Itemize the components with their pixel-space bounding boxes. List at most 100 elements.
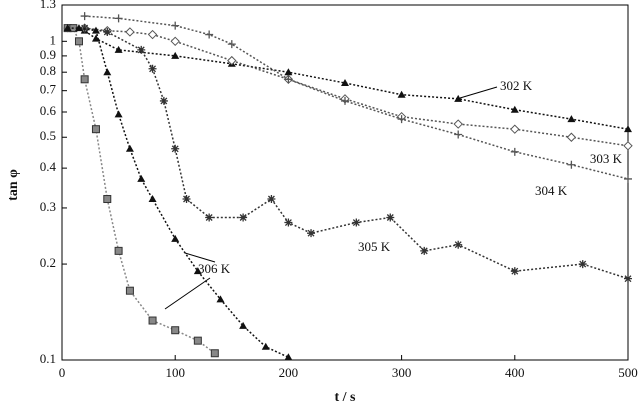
data-point <box>420 246 429 255</box>
series <box>69 24 632 133</box>
series-line <box>73 27 629 130</box>
data-point <box>567 115 576 123</box>
series <box>80 12 632 183</box>
data-point <box>227 40 236 49</box>
data-point <box>80 12 89 21</box>
annotation-arrows <box>164 86 498 310</box>
data-point <box>80 24 89 33</box>
series <box>63 24 632 283</box>
data-point <box>137 174 146 182</box>
annotation: 305 K <box>358 239 391 254</box>
x-tick-label: 0 <box>59 365 66 380</box>
data-point <box>341 96 349 105</box>
data-point <box>171 326 180 335</box>
x-tick-label: 300 <box>392 365 412 380</box>
data-point <box>193 267 202 275</box>
data-point <box>284 68 293 76</box>
x-tick-label: 100 <box>165 365 185 380</box>
y-tick-label: 1 <box>50 32 57 47</box>
data-point <box>148 195 157 203</box>
data-point <box>147 29 158 40</box>
y-tick-label: 0.4 <box>40 159 57 174</box>
data-point <box>91 34 100 42</box>
y-tick-label: 0.2 <box>40 255 56 270</box>
annotation: 304 K <box>535 183 568 198</box>
data-point <box>510 124 520 134</box>
data-point <box>284 218 293 227</box>
series-line <box>84 27 629 147</box>
data-point <box>148 316 157 325</box>
data-point <box>352 218 361 227</box>
data-point <box>91 26 100 34</box>
series-line <box>84 15 629 180</box>
data-point <box>171 21 180 30</box>
data-point <box>216 295 225 303</box>
series-line <box>67 27 289 358</box>
data-point <box>125 27 135 37</box>
series <box>79 23 633 151</box>
data-point <box>74 24 83 32</box>
data-point <box>171 51 180 59</box>
data-point <box>148 64 157 73</box>
data-point <box>239 321 248 329</box>
data-point <box>510 105 519 113</box>
data-point <box>284 75 293 84</box>
data-point <box>623 141 633 151</box>
data-point <box>397 115 406 124</box>
y-tick-label: 0.1 <box>40 351 56 366</box>
annotation: 303 K <box>590 151 623 166</box>
data-point <box>566 132 577 142</box>
data-point <box>193 336 202 345</box>
data-point <box>114 14 123 23</box>
y-tick-label: 0.9 <box>40 47 56 62</box>
data-point <box>114 45 123 53</box>
y-tick-label: 0.5 <box>40 128 56 143</box>
data-point <box>125 144 134 152</box>
x-tick-label: 400 <box>505 365 525 380</box>
data-point <box>171 144 180 153</box>
series <box>63 24 219 358</box>
data-point <box>454 130 463 139</box>
data-point <box>91 125 100 134</box>
data-point <box>205 213 214 222</box>
annotation: 306 K <box>198 261 231 276</box>
data-point <box>624 125 632 133</box>
data-point <box>397 90 406 98</box>
data-point <box>137 45 146 54</box>
data-point <box>227 55 237 66</box>
annotation: 302 K <box>500 78 533 93</box>
data-point <box>341 78 349 86</box>
data-point <box>74 37 83 46</box>
data-point <box>205 30 214 39</box>
data-point <box>453 119 463 129</box>
data-point <box>510 147 519 156</box>
y-tick-label: 0.3 <box>40 199 56 214</box>
data-point <box>578 260 587 269</box>
data-point <box>210 349 219 358</box>
data-point <box>386 213 395 222</box>
data-point <box>307 229 316 238</box>
data-point <box>261 342 270 350</box>
data-point <box>182 195 191 204</box>
y-tick-label: 0.7 <box>40 82 57 97</box>
series-line <box>67 27 216 354</box>
x-axis-title: t / s <box>335 390 357 405</box>
y-tick-label: 0.6 <box>40 103 57 118</box>
y-axis-title: tan φ <box>6 169 21 201</box>
data-point <box>510 267 519 276</box>
data-point <box>284 353 293 361</box>
data-point <box>103 195 112 204</box>
data-point <box>125 286 134 295</box>
data-point <box>239 213 248 222</box>
series <box>63 24 293 361</box>
data-point <box>567 160 576 169</box>
data-point <box>63 24 72 32</box>
data-point <box>624 274 632 283</box>
data-point <box>454 94 463 102</box>
data-point <box>114 246 123 255</box>
x-tick-label: 200 <box>279 365 299 380</box>
y-tick-label: 0.8 <box>40 63 56 78</box>
data-point <box>454 240 463 249</box>
series-line <box>67 27 629 280</box>
